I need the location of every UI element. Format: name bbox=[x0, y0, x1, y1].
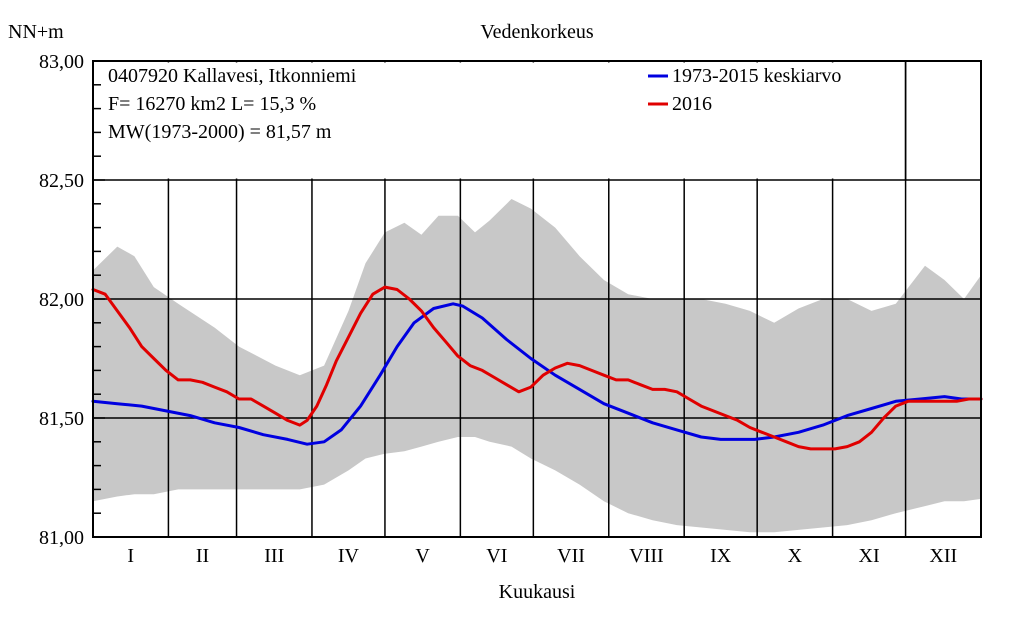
month-label: VIII bbox=[629, 545, 663, 567]
month-label: XII bbox=[929, 545, 957, 567]
month-label: II bbox=[196, 545, 209, 567]
y-tick-label: 82,50 bbox=[39, 170, 84, 192]
month-label: V bbox=[415, 545, 430, 567]
info-box bbox=[94, 62, 905, 179]
min-max-band bbox=[93, 199, 981, 533]
month-label: VI bbox=[486, 545, 507, 567]
month-label: IV bbox=[338, 545, 360, 567]
y-tick-label: 81,50 bbox=[39, 408, 84, 430]
min-max-band-layer bbox=[93, 199, 981, 533]
y-tick-label: 81,00 bbox=[39, 527, 84, 549]
info-line-area: F= 16270 km2 L= 15,3 % bbox=[108, 93, 316, 115]
series-layer bbox=[91, 285, 983, 451]
y-tick-label: 83,00 bbox=[39, 51, 84, 73]
month-label: VII bbox=[557, 545, 585, 567]
month-label: I bbox=[127, 545, 134, 567]
series-line-2016 bbox=[91, 285, 983, 451]
x-axis-label: Kuukausi bbox=[499, 581, 576, 603]
month-label: X bbox=[788, 545, 803, 567]
info-line-station: 0407920 Kallavesi, Itkonniemi bbox=[108, 65, 357, 87]
legend-label-2016: 2016 bbox=[672, 93, 712, 115]
series-line-mean bbox=[91, 302, 983, 446]
y-tick-label: 82,00 bbox=[39, 289, 84, 311]
chart-title: Vedenkorkeus bbox=[480, 21, 594, 43]
info-line-mean-water: MW(1973-2000) = 81,57 m bbox=[108, 121, 332, 143]
month-label: XI bbox=[859, 545, 880, 567]
y-axis-unit-label: NN+m bbox=[8, 21, 64, 43]
month-label: IX bbox=[710, 545, 732, 567]
legend-label-mean: 1973-2015 keskiarvo bbox=[672, 65, 841, 87]
month-label: III bbox=[264, 545, 284, 567]
